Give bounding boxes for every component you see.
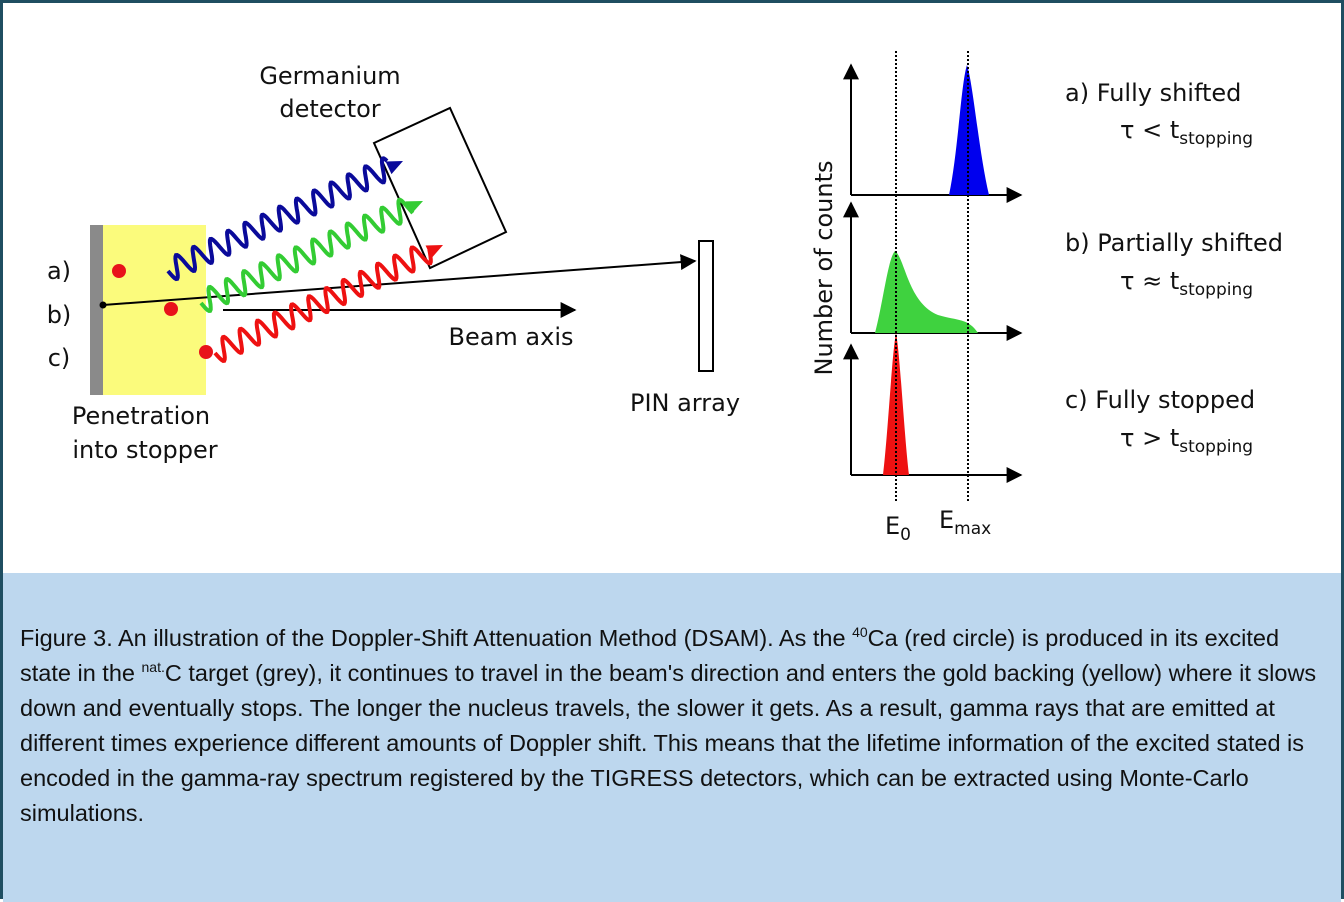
- case-relation: τ < tstopping: [1120, 116, 1253, 149]
- energy-label: Emax: [939, 506, 991, 539]
- relation: τ > t: [1120, 424, 1179, 452]
- diagram: a) b) c) Penetration into stopper Beam a…: [3, 3, 1341, 573]
- sample-label: b): [47, 301, 72, 329]
- gold-backing: [103, 225, 206, 395]
- peak-partial: [875, 251, 978, 333]
- relation: τ < t: [1120, 116, 1179, 144]
- origin: [100, 302, 107, 309]
- gamma-ray: [201, 200, 413, 311]
- pin-label: PIN array: [630, 389, 740, 417]
- case-title: a) Fully shifted: [1065, 79, 1241, 107]
- beam-label: Beam axis: [448, 323, 573, 351]
- stopper-label: into stopper: [72, 436, 217, 464]
- figure: a) b) c) Penetration into stopper Beam a…: [0, 0, 1344, 899]
- nucleus: [112, 264, 126, 278]
- case-relation: τ > tstopping: [1120, 424, 1253, 457]
- energy-base: E: [885, 512, 900, 540]
- energy-base: E: [939, 506, 954, 534]
- caption-sup: nat.: [142, 659, 165, 675]
- energy-sub: max: [954, 519, 991, 539]
- y-axis-label: Number of counts: [810, 160, 838, 375]
- case-relation: τ ≈ tstopping: [1120, 267, 1253, 300]
- gamma-ray: [215, 248, 431, 361]
- stopper-label: Penetration: [72, 402, 210, 430]
- caption-sup: 40: [852, 624, 868, 640]
- relation: τ ≈ t: [1120, 267, 1179, 295]
- case-title: c) Fully stopped: [1065, 386, 1255, 414]
- sample-label: a): [47, 257, 71, 285]
- nucleus: [164, 302, 178, 316]
- relation-sub: stopping: [1179, 129, 1253, 149]
- detector-label: Germanium: [259, 62, 400, 90]
- energy-sub: 0: [900, 525, 911, 545]
- nucleus: [199, 345, 213, 359]
- carbon-target: [90, 225, 103, 395]
- caption-text: C target (grey), it continues to travel …: [20, 660, 1316, 826]
- sample-label: c): [48, 344, 71, 372]
- caption-text: Figure 3. An illustration of the Doppler…: [20, 625, 852, 651]
- detector: [374, 108, 506, 268]
- case-title: b) Partially shifted: [1065, 229, 1283, 257]
- relation-sub: stopping: [1179, 437, 1253, 457]
- relation-sub: stopping: [1179, 280, 1253, 300]
- caption: Figure 3. An illustration of the Doppler…: [3, 573, 1341, 902]
- energy-label: E0: [885, 512, 911, 545]
- pin-array: [699, 241, 713, 371]
- detector-label: detector: [279, 95, 380, 123]
